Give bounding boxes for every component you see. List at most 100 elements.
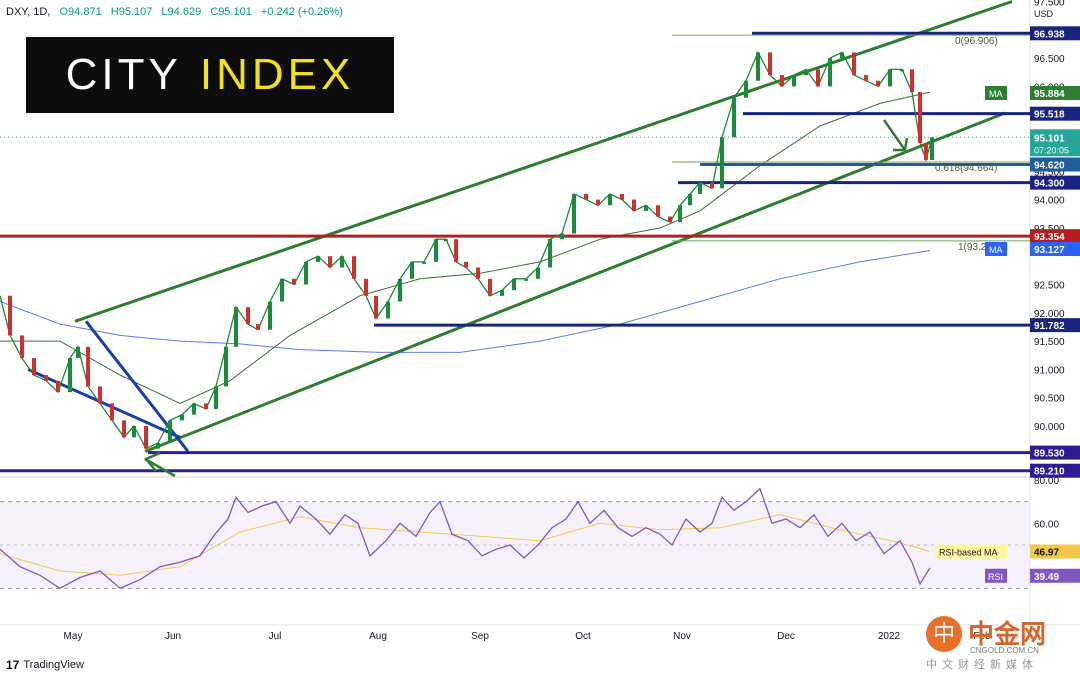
rsi-tag: RSI	[988, 572, 1003, 582]
cngold-watermark: 中 中金网 CNGOLD.COM.CN 中文财经新媒体	[918, 612, 1068, 671]
level-badge-3	[1030, 175, 1080, 190]
candle-34	[386, 301, 390, 319]
candle-38	[434, 239, 438, 262]
candle-45	[512, 278, 516, 291]
y-tick-11: 91.000	[1034, 365, 1065, 376]
candle-66	[756, 52, 760, 81]
candle-43	[488, 278, 492, 296]
candle-13	[144, 426, 148, 449]
y-tick-5: 94.500	[1034, 167, 1065, 178]
price-axis: 97.50096.50096.00095.50095.00094.50094.0…	[64, 0, 1080, 642]
symbol-label: DXY, 1D,	[6, 6, 51, 18]
candle-59	[678, 205, 682, 223]
candle-31	[352, 256, 356, 279]
candle-5	[56, 380, 60, 393]
arrow-top-shaft	[882, 119, 907, 151]
candle-24	[268, 301, 272, 330]
y-tick-12: 90.500	[1034, 394, 1065, 405]
tradingview-label: TradingView	[23, 659, 84, 671]
candle-58	[668, 216, 672, 223]
last-price-badge	[1030, 129, 1080, 157]
symbol-header: DXY, 1D, O94.871 H95.107 L94.629 C95.101…	[6, 6, 349, 18]
y-tick-6: 94.000	[1034, 196, 1065, 207]
candle-16	[180, 414, 184, 421]
candle-74	[852, 52, 856, 76]
wedge-lower-line	[27, 368, 181, 439]
candle-26	[292, 278, 296, 285]
candle-79	[910, 69, 914, 93]
candle-54	[620, 193, 624, 200]
candle-33	[374, 295, 378, 319]
close-value: C95.101	[210, 6, 252, 18]
ma-tag-bg-1	[985, 242, 1007, 257]
x-label-3: Aug	[369, 631, 387, 642]
level-label-4: 93.354	[1034, 232, 1065, 243]
candle-36	[410, 261, 414, 279]
candle-50	[572, 193, 576, 234]
cngold-domain: CNGOLD.COM.CN	[970, 646, 1039, 655]
candle-1	[8, 295, 12, 336]
candle-75	[864, 75, 868, 81]
candle-57	[656, 205, 660, 217]
fib-label-0: 0(96.906)	[955, 36, 998, 47]
rsi-badge	[1030, 568, 1080, 583]
candle-32	[364, 278, 368, 296]
candle-48	[548, 239, 552, 268]
candle-70	[804, 69, 808, 76]
high-value: H95.107	[110, 6, 153, 18]
candle-67	[768, 52, 772, 76]
rsi-tag-bg	[985, 568, 1007, 583]
level-badge-1	[1030, 106, 1080, 121]
candle-53	[608, 193, 612, 206]
candle-29	[328, 256, 332, 268]
ma-label-1: 93.127	[1034, 245, 1065, 256]
level-label-7: 89.210	[1034, 467, 1065, 478]
tradingview-branding[interactable]: 17 TradingView	[6, 658, 84, 672]
channel-lower-line	[144, 111, 1006, 453]
candle-9	[98, 386, 102, 404]
x-label-5: Oct	[575, 631, 591, 642]
x-label-1: Jun	[165, 631, 181, 642]
x-label-6: Nov	[673, 631, 691, 642]
candle-64	[732, 97, 736, 138]
change-value: +0.242 (+0.26%)	[260, 6, 343, 18]
candle-56	[644, 205, 648, 211]
candle-73	[840, 52, 844, 59]
candle-65	[744, 80, 748, 98]
candle-25	[280, 278, 284, 302]
cngold-tagline: 中文财经新媒体	[926, 659, 1038, 671]
candle-30	[340, 256, 344, 268]
x-label-2: Jul	[269, 631, 282, 642]
candle-51	[584, 193, 588, 200]
level-label-2: 94.620	[1034, 161, 1065, 172]
candle-41	[464, 261, 468, 268]
level-badge-2	[1030, 157, 1080, 172]
candle-39	[444, 239, 448, 242]
ma-badge-0	[1030, 85, 1080, 100]
rsi-ma-line	[0, 514, 931, 576]
candle-44	[500, 290, 504, 296]
level-badge-6	[1030, 445, 1080, 460]
y-tick-0: 97.500	[1034, 0, 1065, 9]
rsi-tick-0: 80.00	[1034, 476, 1059, 487]
y-tick-8: 92.500	[1034, 281, 1065, 292]
candle-71	[816, 69, 820, 87]
level-label-3: 94.300	[1034, 179, 1065, 190]
rsi-line	[0, 487, 931, 590]
candle-14	[156, 442, 160, 449]
candle-3	[32, 358, 36, 376]
candle-52	[596, 199, 600, 206]
candle-23	[256, 324, 260, 330]
level-badge-5	[1030, 318, 1080, 333]
candle-7	[76, 346, 80, 359]
candle-28	[316, 256, 320, 262]
candle-12	[132, 426, 136, 438]
candle-72	[828, 58, 832, 87]
rsi-value: 39.49	[1034, 572, 1059, 583]
logo-word-city: CITY	[65, 50, 182, 99]
rsi-ma-value: 46.97	[1034, 548, 1059, 559]
level-label-6: 89.530	[1034, 449, 1065, 460]
level-badge-4	[1030, 229, 1080, 244]
countdown-label: 07:20:05	[1034, 145, 1069, 155]
